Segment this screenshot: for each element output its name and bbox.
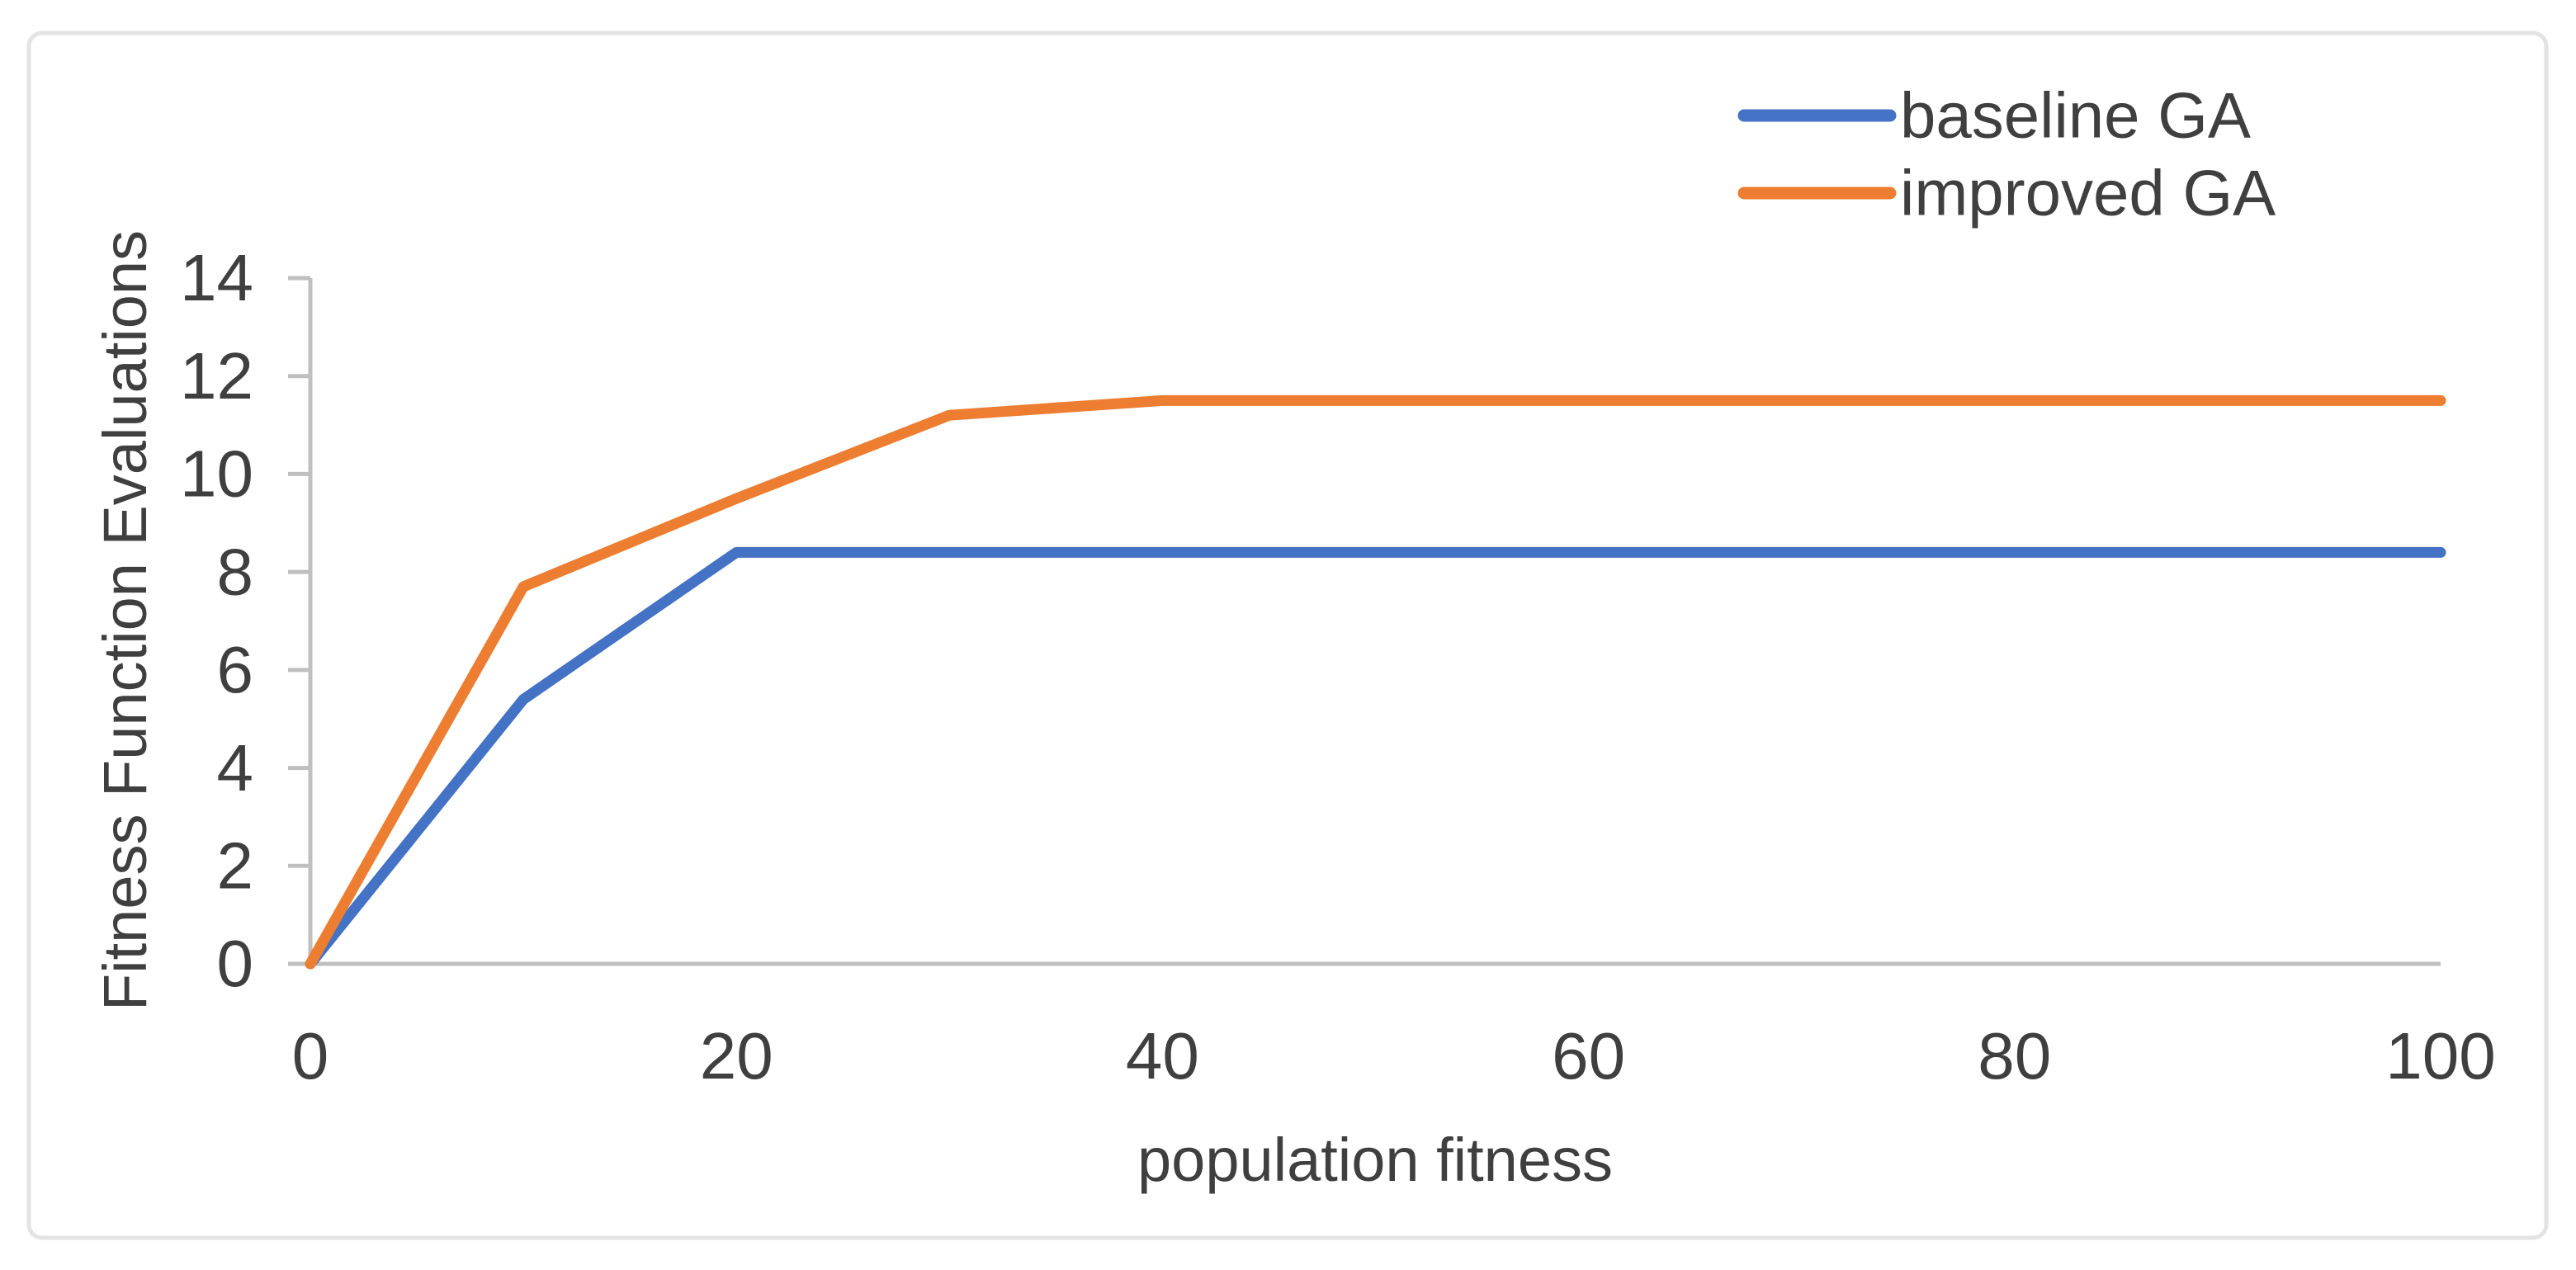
y-tick-label: 8: [217, 535, 254, 608]
x-tick-label: 40: [1126, 1019, 1199, 1093]
axes: [288, 276, 2441, 966]
y-tick-label: 4: [217, 731, 254, 805]
x-tick-label: 60: [1552, 1019, 1625, 1093]
legend-item: improved GA: [1737, 157, 2276, 229]
legend-label: baseline GA: [1900, 79, 2251, 152]
y-tick-label: 10: [180, 437, 253, 511]
y-tick-label: 0: [217, 927, 254, 1000]
y-tick-label: 6: [217, 633, 254, 706]
y-axis-title: Fitness Function Evaluations: [91, 230, 159, 1011]
series-line-baseline-ga: [305, 546, 2446, 970]
x-tick-label: 100: [2385, 1019, 2495, 1093]
x-tick-label: 20: [700, 1019, 773, 1093]
y-tick-label: 2: [217, 829, 254, 902]
series-line-improved-ga: [305, 394, 2446, 970]
legend-item: baseline GA: [1737, 79, 2251, 152]
y-tick-label: 12: [180, 339, 253, 413]
figure-border: [26, 31, 2549, 1240]
x-axis-title: population fitness: [1137, 1126, 1613, 1194]
series-lines: [305, 394, 2446, 970]
x-tick-label: 80: [1978, 1019, 2051, 1093]
x-tick-label: 0: [292, 1019, 329, 1093]
tick-labels: 0 2 4 6 8 10 12 14 0 20 40 60 80 100: [180, 241, 2496, 1093]
legend-label: improved GA: [1900, 157, 2276, 229]
y-tick-label: 14: [180, 241, 253, 314]
